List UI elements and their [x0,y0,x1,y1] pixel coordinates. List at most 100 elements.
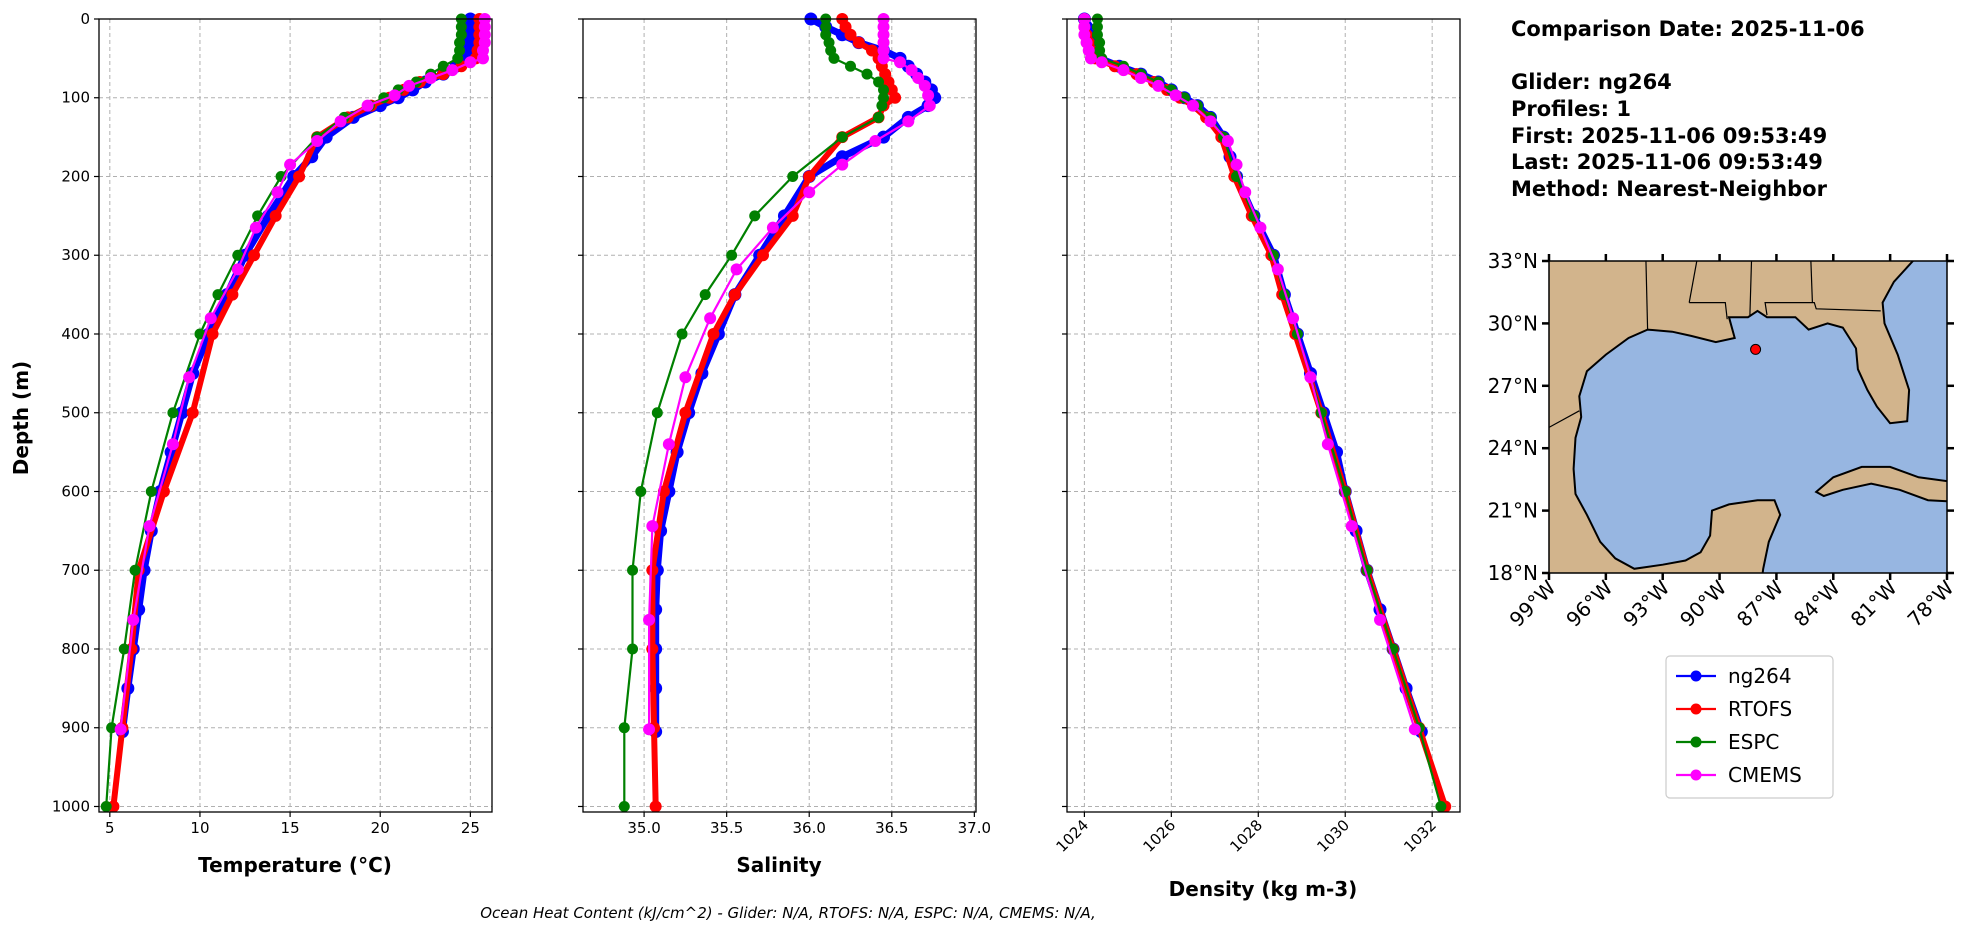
y-tick-label: 100 [61,89,90,107]
state-border [1645,261,1649,330]
lat-tick-label: 24°N [1488,436,1538,460]
data-point-rtofs [844,28,857,41]
data-point-cmems [1239,186,1252,199]
data-point-cmems [284,158,297,171]
x-tick-label: 5 [105,819,115,837]
data-point-rtofs [707,327,720,340]
data-point-cmems [271,186,284,199]
data-point-cmems [204,312,217,325]
data-point-rtofs [756,249,769,262]
y-tick-label: 700 [61,561,90,579]
data-point-espc [1094,37,1106,49]
series-group [618,12,942,812]
data-point-cmems [476,52,489,65]
data-point-espc [699,289,711,301]
data-point-cmems [231,263,244,276]
y-tick-label: 400 [61,325,90,343]
data-point-espc [876,100,888,112]
data-point-cmems [643,613,656,626]
y-tick-label: 300 [61,246,90,264]
data-point-espc [618,800,630,812]
x-tick-label: 25 [461,819,480,837]
glider-location-marker [1750,343,1762,355]
data-point-cmems [183,371,196,384]
depth-axis-label: Depth (m) [9,361,33,475]
legend-marker [1690,670,1702,682]
data-point-cmems [249,221,262,234]
data-point-espc [1091,21,1103,33]
data-point-espc [627,564,639,576]
panel-density: 1024 1026 1028 1030 1032 [1052,12,1461,856]
data-point-espc [212,289,224,301]
x-tick-label: 35.0 [627,819,660,837]
data-point-espc [100,800,112,812]
ocean-heat-content-note: Ocean Heat Content (kJ/cm^2) - Glider: N… [480,904,1096,922]
data-point-cmems [166,438,179,451]
data-point-cmems [1271,263,1284,276]
method: Method: Nearest-Neighbor [1511,177,1828,201]
data-point-cmems [918,79,931,92]
map-frame [1548,260,1948,574]
panel-salinity: 35.0 35.5 36.0 36.5 37.0 [578,12,991,837]
data-point-cmems [1117,64,1130,77]
y-tick-label: 600 [61,482,90,500]
data-point-cmems [643,723,656,736]
y-tick-label: 0 [80,10,90,28]
data-point-cmems [388,89,401,102]
data-point-cmems [1187,99,1200,112]
data-point-rtofs [728,288,741,301]
gulf-of-mexico-water [1572,261,1947,573]
data-point-espc [194,328,206,340]
x-tick-label: 36.5 [875,819,908,837]
legend-marker [1690,769,1702,781]
data-point-espc [828,52,840,64]
data-point-rtofs [679,406,692,419]
salinity-axis-label: Salinity [736,853,821,877]
data-point-cmems [1204,115,1217,128]
data-point-rtofs [293,170,306,183]
data-point-cmems [1304,371,1317,384]
info-block: Comparison Date: 2025-11-06 Glider: ng26… [1511,17,1865,201]
legend: ng264 RTOFS ESPC CMEMS [1665,655,1834,799]
temperature-axis-label: Temperature (°C) [198,853,392,877]
map-content [1549,261,1947,573]
data-point-espc [861,68,873,80]
lat-tick-label: 21°N [1488,499,1538,523]
legend-entry-espc: ESPC [1676,730,1779,754]
lon-tick-label: 78°W [1903,575,1959,631]
data-point-rtofs [852,36,865,49]
series-line-cmems [1083,19,1416,730]
data-point-cmems [704,312,717,325]
data-point-cmems [1152,79,1165,92]
y-tick-label: 1000 [52,797,90,815]
cuba-land [1814,465,1947,503]
data-point-cmems [127,613,140,626]
axes-frame [1066,18,1461,813]
data-point-espc [726,249,738,261]
lon-tick-label: 96°W [1561,575,1617,631]
data-point-cmems [464,56,477,69]
profile-panels: 5 10 15 20 25 0 100 200 300 400 500 600 700 800 900 100… [52,10,1461,856]
data-point-cmems [1254,221,1267,234]
data-point-cmems [912,72,925,85]
data-point-cmems [1321,438,1334,451]
data-point-espc [878,84,890,96]
data-point-cmems [869,135,882,148]
axes-frame [582,18,977,813]
x-tick-label: 10 [190,819,209,837]
data-point-rtofs [786,209,799,222]
x-tick-label: 1026 [1139,816,1179,856]
data-point-cmems [1374,613,1387,626]
x-tick-label: 1030 [1313,816,1353,856]
data-point-espc [145,485,157,497]
x-tick-label: 15 [281,819,300,837]
x-tick-label: 37.0 [958,819,991,837]
series-group [100,12,491,812]
data-point-cmems [1408,723,1421,736]
data-point-cmems [361,99,374,112]
data-point-cmems [922,89,935,102]
last-time: Last: 2025-11-06 09:53:49 [1511,150,1823,174]
legend-box [1665,655,1834,799]
data-point-cmems [662,438,675,451]
